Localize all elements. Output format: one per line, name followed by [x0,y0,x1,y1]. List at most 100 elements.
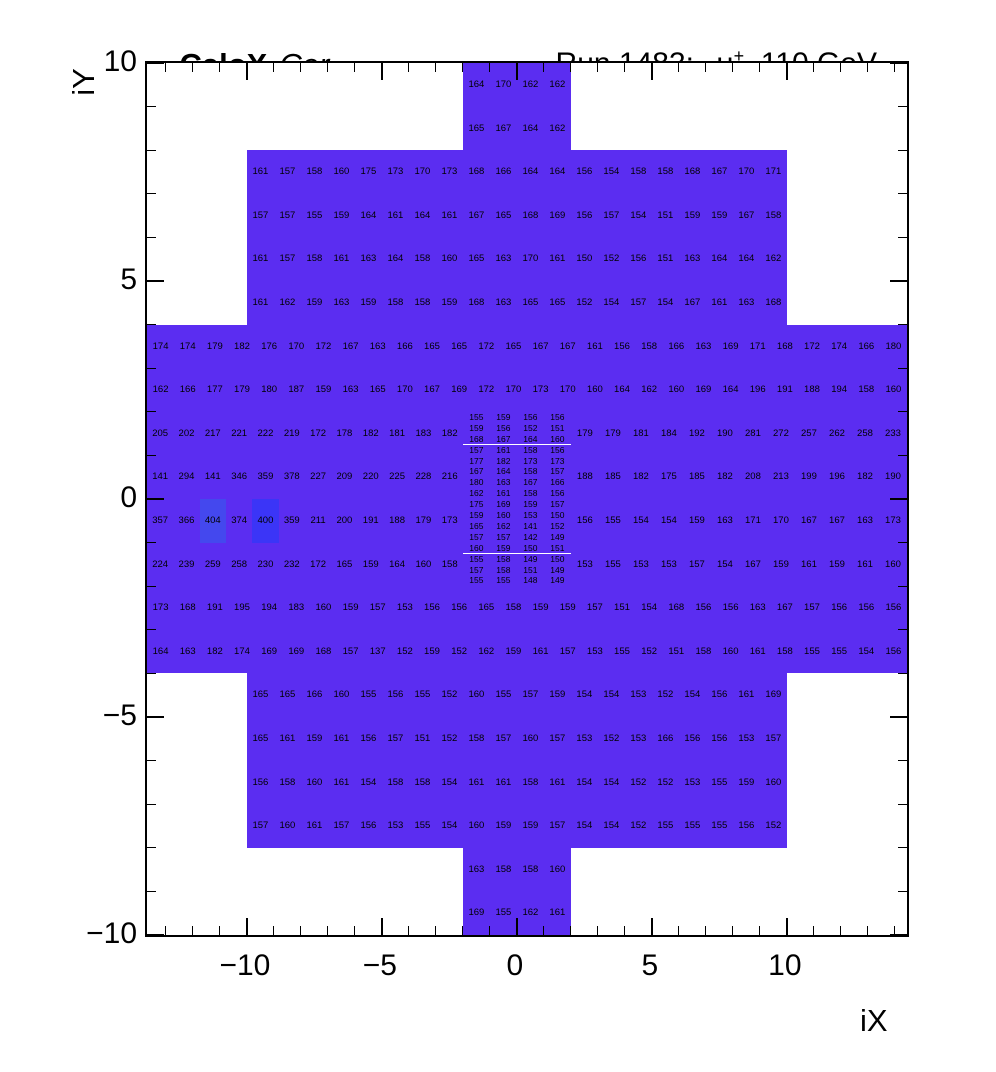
heatmap-cell: 294 [173,455,200,499]
heatmap-cell: 219 [278,411,305,456]
heatmap-cell: 149 [516,553,544,565]
tick-mark [785,918,788,935]
heatmap-cell: 209 [331,455,358,499]
heatmap-cell: 161 [744,629,772,674]
heatmap-cell: 281 [738,411,767,456]
heatmap-cell: 157 [543,466,571,478]
tick-mark [898,106,907,108]
heatmap-cell: 160 [462,673,490,717]
heatmap-cell: 160 [581,368,609,412]
heatmap-cell: 374 [225,499,253,543]
heatmap-cell: 157 [543,717,571,761]
heatmap-cell: 158 [462,717,490,761]
heatmap-cell: 157 [516,673,544,717]
heatmap-cell: 190 [710,411,739,456]
heatmap-cell: 155 [608,629,636,674]
heatmap-cell: 155 [798,629,826,674]
heatmap-cell: 160 [435,237,463,281]
heatmap-cell: 225 [383,455,411,499]
heatmap-cell: 161 [543,891,571,935]
heatmap-cell: 154 [597,760,625,805]
y-tick-label: 10 [103,45,137,78]
heatmap-cell: 179 [570,411,599,456]
heatmap-cell: 154 [597,804,625,848]
heatmap-cell: 154 [710,542,739,587]
heatmap-cell: 168 [462,281,490,325]
heatmap-cell: 158 [436,542,463,587]
heatmap-cell: 168 [759,281,787,325]
heatmap-cell: 167 [678,281,706,325]
heatmap-cell: 154 [852,629,880,674]
heatmap-cell: 159 [300,717,328,761]
heatmap-cell: 165 [472,586,500,630]
heatmap-cell: 164 [408,193,436,238]
heatmap-cell: 157 [246,804,274,848]
heatmap-cell: 258 [850,411,879,456]
heatmap-cell: 155 [651,804,679,848]
heatmap-cell: 156 [354,804,382,848]
heatmap-cell: 165 [489,193,517,238]
heatmap-cell: 161 [489,444,517,456]
heatmap-cell: 259 [199,542,226,587]
heatmap-cell: 152 [597,237,625,281]
heatmap-cell: 167 [771,586,799,630]
tick-mark [147,847,156,849]
heatmap-cell: 172 [472,324,500,369]
heatmap-cell: 258 [225,542,253,587]
tick-mark [813,63,815,72]
heatmap-cell: 164 [147,629,175,674]
heatmap-cell: 159 [527,586,555,630]
heatmap-cell: 162 [635,368,663,412]
heatmap-cell: 161 [581,324,609,369]
heatmap-cell: 154 [651,281,679,325]
heatmap-cell: 173 [381,150,409,194]
heatmap-cell: 152 [759,804,787,848]
heatmap-cell: 155 [825,629,853,674]
heatmap-cell: 161 [489,488,517,499]
heatmap-cell: 159 [499,629,527,674]
tick-mark [515,918,518,935]
heatmap-cell: 171 [759,150,787,194]
tick-mark [462,926,464,935]
heatmap-cell: 160 [543,433,571,445]
heatmap-cell: 157 [682,542,711,587]
heatmap-cell: 158 [635,324,663,369]
heatmap-cell: 216 [436,455,463,499]
heatmap-cell: 158 [516,847,544,892]
heatmap-cell: 182 [201,629,229,674]
heatmap-cell: 159 [554,586,582,630]
heatmap-cell: 151 [608,586,636,630]
heatmap-cell: 173 [147,586,175,630]
heatmap-cell: 182 [228,324,256,369]
tick-mark [354,63,356,72]
tick-mark [890,498,907,500]
tick-mark [489,926,491,935]
heatmap-cell: 155 [462,411,490,423]
heatmap-cell: 170 [554,368,582,412]
heatmap-cell: 154 [626,499,655,543]
heatmap-cell: 156 [445,586,473,630]
heatmap-cell: 168 [309,629,337,674]
heatmap-cell: 200 [331,499,358,543]
tick-mark [327,926,329,935]
tick-mark [898,149,907,151]
heatmap-cell: 378 [278,455,305,499]
heatmap-cell: 160 [879,368,907,412]
heatmap-cell: 155 [489,891,517,935]
tick-mark [435,63,437,72]
heatmap-cell: 185 [682,455,711,499]
heatmap-cell: 154 [597,673,625,717]
heatmap-cell: 239 [173,542,200,587]
tick-mark [570,926,572,935]
heatmap-cell: 161 [527,629,555,674]
heatmap-cell: 162 [489,520,517,532]
tick-mark [327,63,329,72]
tick-mark [650,63,653,80]
heatmap-cell: 157 [273,150,301,194]
heatmap-cell: 161 [327,760,355,805]
tick-mark [898,236,907,238]
heatmap-cell: 165 [273,673,301,717]
tick-mark [245,918,248,935]
heatmap-cell: 180 [255,368,283,412]
heatmap-cell: 182 [710,455,739,499]
